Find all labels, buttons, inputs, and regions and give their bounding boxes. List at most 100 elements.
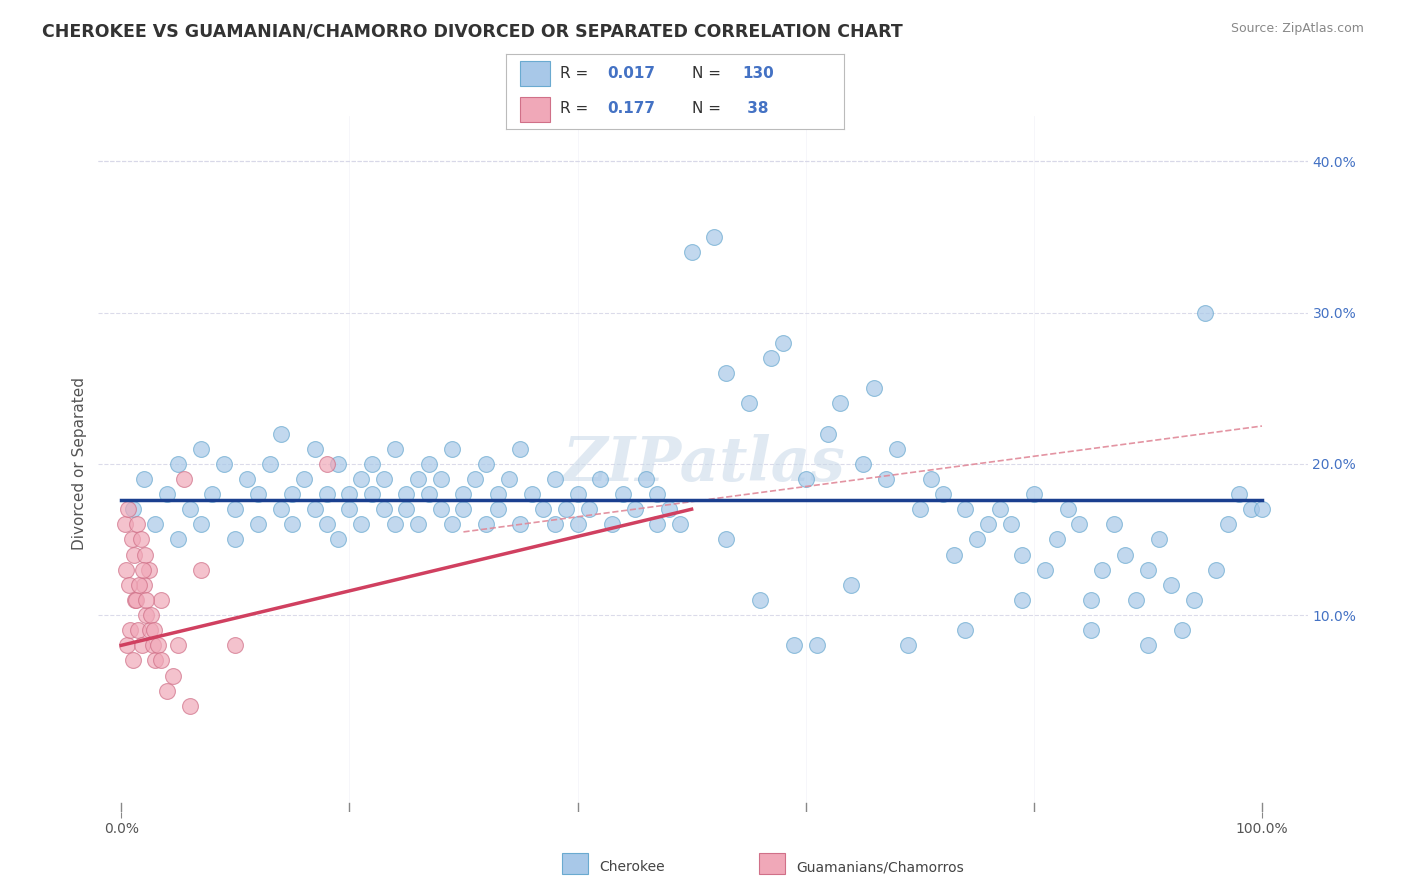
Point (142, 638, 165, 652)
Point (315, 457, 337, 471)
Point (1136, 563, 1159, 577)
Text: 38: 38 (742, 102, 769, 116)
Point (453, 502, 475, 516)
Point (129, 533, 152, 547)
Point (179, 698, 201, 713)
Point (395, 487, 418, 501)
Point (114, 563, 136, 577)
Point (714, 366, 737, 380)
Point (145, 517, 167, 532)
Point (1239, 502, 1261, 516)
Point (132, 563, 155, 577)
Point (361, 457, 384, 471)
Point (1033, 563, 1056, 577)
Point (475, 457, 498, 471)
Point (988, 502, 1011, 516)
Point (1114, 548, 1136, 562)
Point (908, 502, 931, 516)
Point (156, 683, 179, 698)
Text: R =: R = (560, 102, 593, 116)
Point (1149, 533, 1171, 547)
Point (544, 472, 567, 486)
Point (212, 457, 235, 471)
Point (337, 502, 360, 516)
Point (1227, 487, 1250, 501)
Point (429, 472, 451, 486)
Point (173, 472, 195, 486)
Point (373, 502, 395, 516)
Point (612, 487, 634, 501)
Point (1160, 578, 1182, 592)
Point (125, 593, 148, 607)
Point (235, 472, 257, 486)
Point (1125, 593, 1147, 607)
Point (224, 638, 246, 652)
Point (839, 578, 862, 592)
Point (783, 638, 806, 652)
Point (138, 563, 160, 577)
Point (121, 533, 143, 547)
Point (1046, 533, 1069, 547)
Text: 0.177: 0.177 (607, 102, 655, 116)
Point (737, 396, 759, 410)
Point (127, 624, 149, 638)
Point (623, 502, 645, 516)
Point (350, 472, 373, 486)
Point (544, 517, 567, 532)
Text: Guamanians/Chamorros: Guamanians/Chamorros (796, 860, 963, 874)
Point (1205, 563, 1227, 577)
Point (120, 624, 142, 638)
Point (117, 502, 139, 516)
Point (150, 593, 173, 607)
Point (167, 638, 190, 652)
Point (281, 517, 304, 532)
Point (304, 442, 326, 456)
Point (315, 487, 337, 501)
Point (589, 472, 612, 486)
Point (406, 517, 429, 532)
Point (647, 517, 669, 532)
Point (190, 563, 212, 577)
Point (920, 472, 942, 486)
Point (167, 457, 190, 471)
Point (567, 487, 589, 501)
Point (270, 502, 292, 516)
Point (703, 230, 725, 244)
Point (150, 653, 173, 667)
Point (578, 502, 600, 516)
Point (373, 472, 395, 486)
Point (1136, 638, 1159, 652)
Point (224, 502, 246, 516)
Point (634, 472, 657, 486)
Point (531, 502, 554, 516)
Point (201, 487, 224, 501)
Point (156, 487, 179, 501)
Point (486, 487, 509, 501)
Text: Cherokee: Cherokee (599, 860, 665, 874)
Text: Source: ZipAtlas.com: Source: ZipAtlas.com (1230, 22, 1364, 36)
Y-axis label: Divorced or Separated: Divorced or Separated (72, 377, 87, 550)
Point (681, 245, 703, 260)
Point (118, 578, 141, 592)
Point (486, 502, 509, 516)
Point (190, 442, 212, 456)
Point (139, 624, 162, 638)
Point (931, 487, 953, 501)
Text: 130: 130 (742, 67, 775, 81)
Point (259, 457, 281, 471)
Point (1182, 593, 1205, 607)
Point (749, 593, 772, 607)
Point (1022, 487, 1045, 501)
Point (658, 502, 681, 516)
Point (761, 351, 783, 365)
Point (955, 624, 977, 638)
Point (955, 502, 977, 516)
Point (122, 548, 145, 562)
Point (555, 502, 578, 516)
Point (418, 457, 440, 471)
Point (1011, 548, 1033, 562)
FancyBboxPatch shape (520, 96, 550, 122)
Point (418, 487, 440, 501)
Point (863, 381, 886, 395)
Point (139, 608, 162, 623)
